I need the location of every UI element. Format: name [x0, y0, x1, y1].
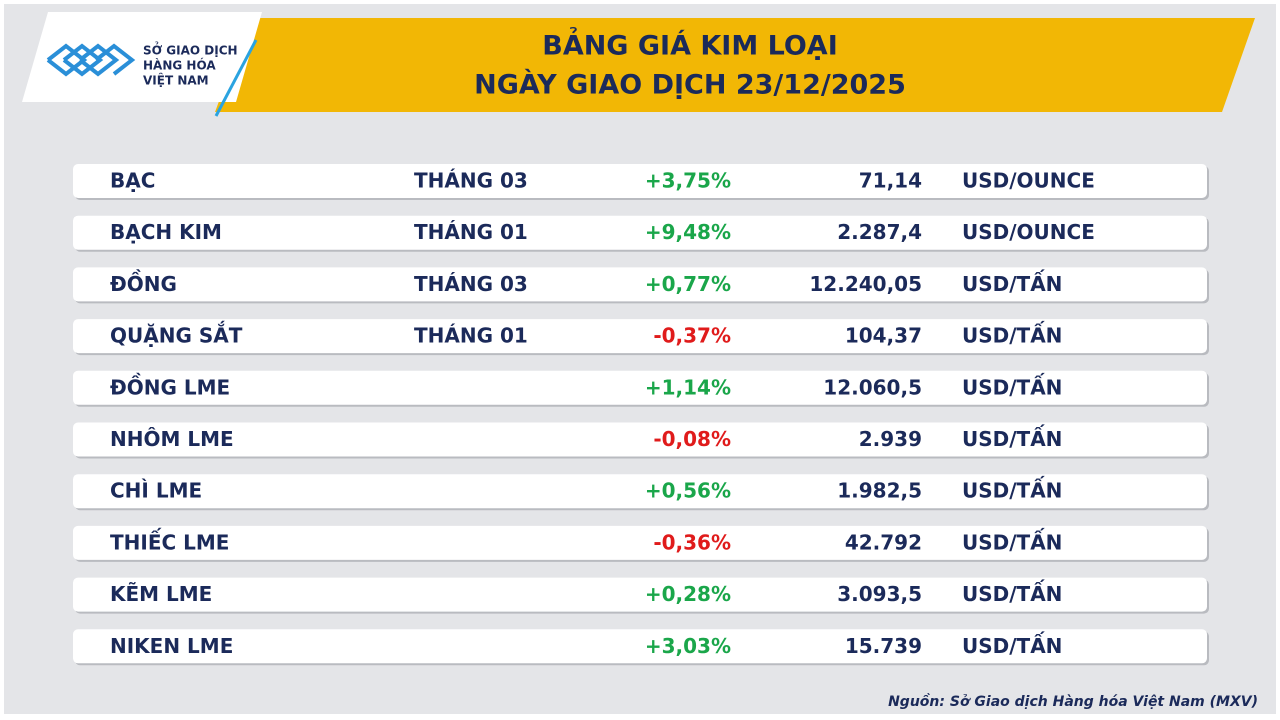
logo-text: HÀNG HÓA	[143, 58, 216, 73]
unit: USD/TẤN	[962, 632, 1062, 658]
logo-accent	[214, 39, 258, 117]
contract-month: THÁNG 03	[414, 169, 528, 193]
price: 15.739	[845, 634, 922, 658]
unit: USD/TẤN	[962, 528, 1062, 554]
price: 42.792	[845, 530, 922, 554]
row	[73, 525, 1207, 560]
metal-name: CHÌ LME	[110, 479, 202, 503]
metal-name: THIẾC LME	[110, 528, 229, 554]
row	[73, 422, 1207, 457]
row	[73, 215, 1207, 250]
metal-name: NHÔM LME	[110, 427, 234, 451]
change: +0,56%	[645, 479, 731, 503]
contract-month: THÁNG 01	[414, 324, 528, 348]
price: 71,14	[859, 169, 922, 193]
change: +0,28%	[645, 582, 731, 606]
title: BẢNG GIÁ KIM LOẠI	[542, 27, 838, 62]
row	[73, 629, 1207, 664]
title: NGÀY GIAO DỊCH 23/12/2025	[474, 69, 906, 101]
unit: USD/OUNCE	[962, 220, 1095, 244]
metal-name: QUẶNG SẮT	[110, 322, 243, 348]
logo-text: SỞ GIAO DỊCH	[143, 42, 238, 58]
metal-name: ĐỒNG LME	[110, 373, 230, 399]
source: Nguồn: Sở Giao dịch Hàng hóa Việt Nam (M…	[888, 693, 1258, 710]
change: +9,48%	[645, 220, 731, 244]
contract-month: THÁNG 03	[414, 272, 528, 296]
change: +0,77%	[645, 272, 731, 296]
metal-name: NIKEN LME	[110, 634, 233, 658]
logo-icon	[46, 43, 136, 77]
price: 104,37	[845, 324, 922, 348]
logo-box	[22, 12, 262, 102]
unit: USD/TẤN	[962, 373, 1062, 399]
price: 1.982,5	[837, 479, 922, 503]
metal-name: KẼM LME	[110, 582, 212, 606]
change: -0,37%	[653, 324, 731, 348]
unit: USD/TẤN	[962, 477, 1062, 503]
price: 12.240,05	[809, 272, 922, 296]
unit: USD/TẤN	[962, 322, 1062, 348]
price: 3.093,5	[837, 582, 922, 606]
metal-name: BẠC	[110, 169, 155, 193]
row	[73, 370, 1207, 405]
price: 12.060,5	[823, 375, 922, 399]
table: BẠC THÁNG 03 +3,75% 71,14 USD/OUNCE BẠCH KIM T…	[73, 164, 1209, 666]
change: -0,08%	[653, 427, 731, 451]
metal-name: ĐỒNG	[110, 270, 177, 296]
row	[73, 577, 1207, 612]
unit: USD/TẤN	[962, 270, 1062, 296]
contract-month: THÁNG 01	[414, 220, 528, 244]
unit: USD/OUNCE	[962, 169, 1095, 193]
row	[73, 319, 1207, 354]
price: 2.287,4	[837, 220, 922, 244]
unit: USD/TẤN	[962, 425, 1062, 451]
change: -0,36%	[653, 530, 731, 554]
logo-text: VIỆT NAM	[143, 73, 209, 88]
change: +1,14%	[645, 375, 731, 399]
metal-name: BẠCH KIM	[110, 220, 222, 244]
price: 2.939	[859, 427, 922, 451]
row	[73, 164, 1207, 198]
unit: USD/TẤN	[962, 580, 1062, 606]
row	[73, 474, 1207, 509]
row	[73, 267, 1207, 302]
title-banner	[215, 18, 1255, 112]
change: +3,03%	[645, 634, 731, 658]
change: +3,75%	[645, 169, 731, 193]
